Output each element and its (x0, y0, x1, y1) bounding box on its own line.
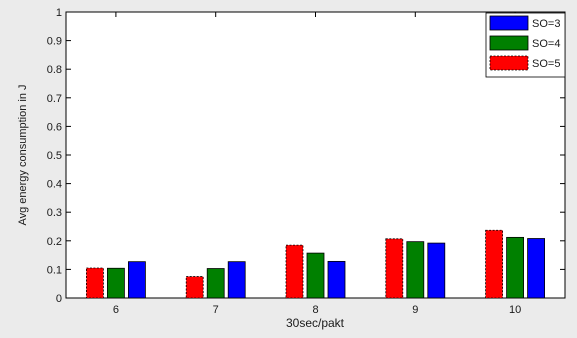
bar-so-4-10 (506, 236, 525, 299)
legend-label: SO=5 (532, 58, 560, 70)
y-tick-label: 0 (56, 293, 62, 305)
legend-swatch-so-4 (489, 35, 529, 51)
y-tick-label: 0.7 (47, 93, 62, 105)
bars-group (86, 229, 545, 299)
bar-so-4-8 (306, 252, 325, 299)
x-tick-label: 6 (113, 304, 119, 316)
bar-so-3-7 (227, 261, 246, 299)
bar-so-4-7 (206, 268, 225, 299)
bar-so-3-8 (327, 260, 346, 299)
y-tick-label: 0.3 (47, 207, 62, 219)
bar-so-5-6 (86, 267, 104, 299)
x-tick-label: 9 (412, 304, 418, 316)
bar-so-5-9 (385, 238, 404, 299)
bar-so-4-6 (107, 267, 125, 299)
bar-so-5-8 (285, 244, 304, 299)
x-tick-label: 7 (213, 304, 219, 316)
y-tick-label: 0.4 (47, 179, 62, 191)
y-tick-label: 0.1 (47, 264, 62, 276)
bar-so-5-7 (185, 276, 204, 299)
bar-so-3-6 (127, 261, 146, 299)
legend-swatch-so-3 (489, 15, 529, 31)
bar-so-4-9 (406, 241, 425, 299)
bar-so-3-9 (427, 242, 446, 299)
y-axis-label: Avg energy consumption in J (17, 84, 29, 225)
legend: SO=3 SO=4 SO=5 (485, 12, 566, 78)
legend-label: SO=3 (532, 18, 560, 30)
y-tick-label: 0.6 (47, 121, 62, 133)
legend-swatch-so-5 (489, 55, 529, 71)
legend-label: SO=4 (532, 38, 560, 50)
y-tick-label: 0.2 (47, 236, 62, 248)
y-tick-label: 0.9 (47, 36, 62, 48)
plot-area (65, 11, 566, 299)
y-tick-label: 0.8 (47, 64, 62, 76)
y-axis: 0 0.1 0.2 0.3 0.4 0.5 0.6 0.7 0.8 0.9 1 (47, 7, 565, 305)
y-tick-label: 1 (56, 7, 62, 19)
x-axis-label: 30sec/pakt (286, 316, 345, 330)
bar-so-5-10 (485, 229, 504, 299)
bar-so-3-10 (527, 238, 545, 299)
x-tick-label: 10 (509, 304, 521, 316)
y-tick-label: 0.5 (47, 150, 62, 162)
x-tick-label: 8 (312, 304, 318, 316)
